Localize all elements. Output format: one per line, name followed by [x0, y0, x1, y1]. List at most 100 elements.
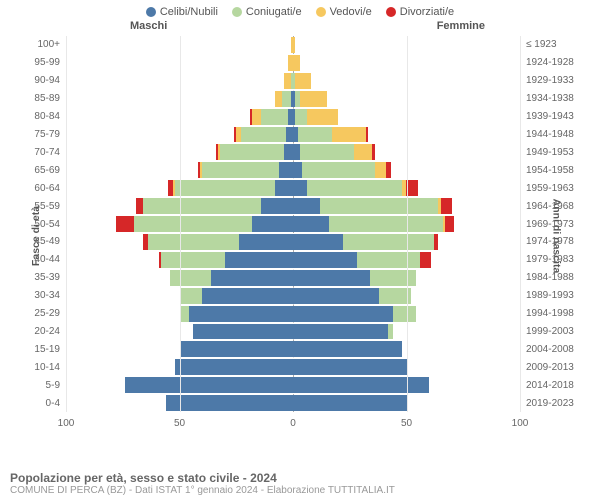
year-tick: 1939-1943	[524, 108, 580, 126]
bar-segment	[175, 180, 275, 196]
pyramid-row	[66, 288, 520, 304]
pyramid-row	[66, 341, 520, 357]
bar-segment	[180, 341, 294, 357]
bar-segment	[293, 216, 329, 232]
bar-segment	[225, 252, 293, 268]
bar-segment	[252, 216, 293, 232]
legend-swatch	[386, 7, 396, 17]
bar-segment	[239, 234, 293, 250]
bar-segment	[284, 73, 291, 89]
year-tick: 1959-1963	[524, 179, 580, 197]
legend-label: Celibi/Nubili	[160, 6, 218, 18]
bar-segment	[293, 270, 370, 286]
bar-segment	[293, 198, 320, 214]
footer-subtitle: COMUNE DI PERCA (BZ) - Dati ISTAT 1° gen…	[10, 485, 590, 496]
bar-segment	[211, 270, 293, 286]
year-tick: 1934-1938	[524, 90, 580, 108]
pyramid-row	[66, 109, 520, 125]
bar-segment	[293, 180, 307, 196]
bar-segment	[293, 234, 343, 250]
pyramid-row	[66, 127, 520, 143]
bar-segment	[189, 306, 293, 322]
year-axis: ≤ 19231924-19281929-19331934-19381939-19…	[524, 36, 580, 412]
age-tick: 50-54	[20, 215, 62, 233]
pyramid-row	[66, 144, 520, 160]
age-tick: 20-24	[20, 323, 62, 341]
year-tick: 1974-1978	[524, 233, 580, 251]
legend-item: Vedovi/e	[316, 6, 372, 18]
age-tick: 85-89	[20, 90, 62, 108]
bar-segment	[441, 198, 452, 214]
gridline	[180, 36, 181, 412]
bar-segment	[202, 288, 293, 304]
year-tick: 1994-1998	[524, 305, 580, 323]
age-tick: 100+	[20, 36, 62, 54]
pyramid-row	[66, 377, 520, 393]
chart-footer: Popolazione per età, sesso e stato civil…	[10, 471, 590, 496]
bar-segment	[372, 144, 374, 160]
legend-item: Divorziati/e	[386, 6, 454, 18]
legend-swatch	[146, 7, 156, 17]
age-tick: 5-9	[20, 376, 62, 394]
bar-segment	[293, 324, 388, 340]
legend-swatch	[232, 7, 242, 17]
year-tick: 2004-2008	[524, 340, 580, 358]
bar-segment	[386, 162, 391, 178]
bar-segment	[170, 270, 211, 286]
pyramid-row	[66, 306, 520, 322]
bar-rows	[66, 36, 520, 412]
age-tick: 55-59	[20, 197, 62, 215]
year-tick: 1924-1928	[524, 54, 580, 72]
bar-segment	[125, 377, 293, 393]
column-headers: Maschi Femmine	[0, 20, 600, 36]
legend-item: Celibi/Nubili	[146, 6, 218, 18]
year-tick: 2019-2023	[524, 394, 580, 412]
pyramid-row	[66, 162, 520, 178]
x-tick: 50	[174, 418, 185, 429]
bar-segment	[320, 198, 438, 214]
bar-segment	[148, 234, 239, 250]
gridline	[66, 36, 67, 412]
bar-segment	[293, 55, 300, 71]
bar-segment	[284, 144, 293, 160]
year-tick: 2014-2018	[524, 376, 580, 394]
bar-segment	[193, 324, 293, 340]
year-tick: 1969-1973	[524, 215, 580, 233]
bar-segment	[329, 216, 443, 232]
bar-segment	[166, 395, 293, 411]
bar-segment	[406, 180, 417, 196]
bar-segment	[366, 127, 368, 143]
gridline	[520, 36, 521, 412]
age-tick: 35-39	[20, 269, 62, 287]
pyramid-row	[66, 234, 520, 250]
legend-label: Vedovi/e	[330, 6, 372, 18]
bar-segment	[307, 180, 402, 196]
legend-swatch	[316, 7, 326, 17]
bar-segment	[275, 91, 282, 107]
bar-segment	[343, 234, 434, 250]
year-tick: 1929-1933	[524, 72, 580, 90]
bar-segment	[434, 234, 439, 250]
bar-segment	[293, 144, 300, 160]
pyramid-row	[66, 180, 520, 196]
pyramid-row	[66, 198, 520, 214]
population-pyramid: Fasce di età Anni di nascita 100+95-9990…	[20, 36, 580, 436]
bar-segment	[302, 162, 375, 178]
year-tick: 1989-1993	[524, 287, 580, 305]
bar-segment	[293, 252, 357, 268]
bar-segment	[116, 216, 134, 232]
pyramid-row	[66, 395, 520, 411]
bar-segment	[220, 144, 284, 160]
x-tick: 50	[401, 418, 412, 429]
bar-segment	[370, 270, 415, 286]
age-tick: 10-14	[20, 358, 62, 376]
age-tick: 65-69	[20, 161, 62, 179]
bar-segment	[332, 127, 366, 143]
bar-segment	[252, 109, 261, 125]
year-tick: 1964-1968	[524, 197, 580, 215]
bar-segment	[298, 127, 332, 143]
bar-segment	[241, 127, 286, 143]
footer-title: Popolazione per età, sesso e stato civil…	[10, 471, 590, 485]
bar-segment	[293, 162, 302, 178]
bar-segment	[180, 288, 203, 304]
